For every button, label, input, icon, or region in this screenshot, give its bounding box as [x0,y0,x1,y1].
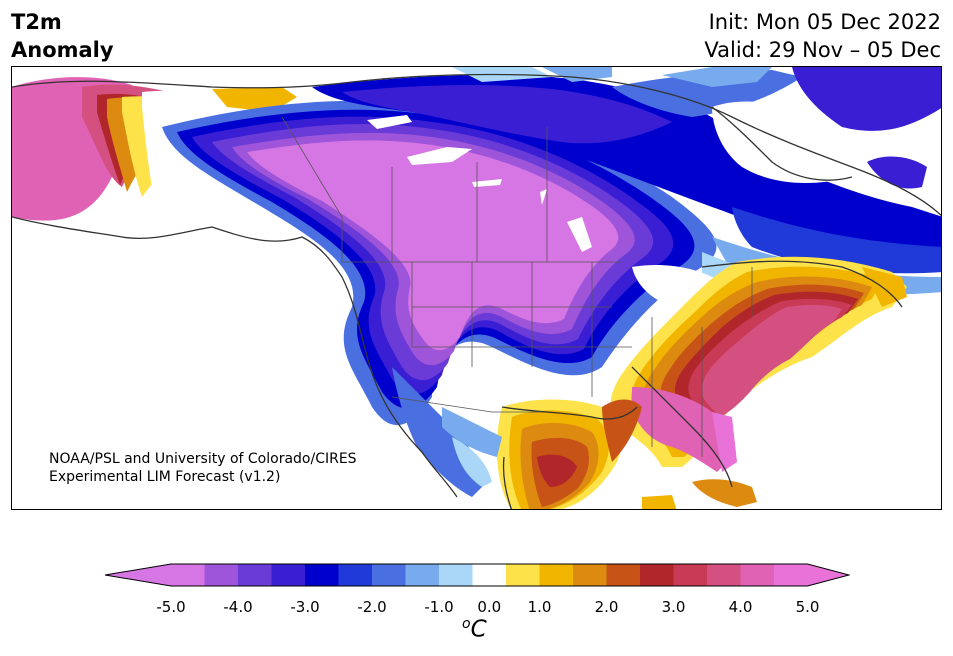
colorbar-segment [573,564,607,586]
coastlines [12,73,941,509]
colorbar-tick-label: -2.0 [357,598,387,616]
colorbar-segment [439,564,473,586]
colorbar-segment [606,564,641,586]
colorbar [104,563,850,587]
colorbar-segment [740,564,775,586]
colorbar-segment [171,564,205,586]
colorbar-tick-label: -5.0 [156,598,186,616]
anomaly-label: Anomaly [11,38,114,62]
colorbar-tick-label: 3.0 [661,598,686,616]
unit-label: oC [462,616,487,643]
colorbar-over-arrow [807,564,849,586]
colorbar-segment [305,564,339,586]
credit-line-1: NOAA/PSL and University of Colorado/CIRE… [49,451,357,467]
colorbar-tick-label: -1.0 [424,598,454,616]
unit-symbol: C [470,616,487,643]
unit-degree-mark: o [462,616,471,632]
colorbar-tick-label: 1.0 [527,598,552,616]
colorbar-outline [104,563,850,587]
variable-name: T2m [11,10,62,34]
colorbar-tick-label: 0.0 [477,598,502,616]
colorbar-segment [338,564,373,586]
colorbar-segment [405,564,440,586]
credit-text: NOAA/PSL and University of Colorado/CIRE… [49,450,357,486]
southern-warm-anomaly [496,399,757,509]
colorbar-tick-label: 5.0 [795,598,820,616]
map-canvas [12,67,941,509]
anomaly-map: NOAA/PSL and University of Colorado/CIRE… [11,66,942,510]
colorbar-segment [539,564,574,586]
map-title: T2m Anomaly [11,8,114,64]
western-cold-anomaly [162,100,717,426]
colorbar-segment [238,564,272,586]
colorbar-tick-label: 4.0 [728,598,753,616]
mexico-cold-anomaly [392,367,502,497]
colorbar-segment [372,564,406,586]
colorbar-under-arrow [105,564,171,586]
colorbar-segment [774,564,808,586]
eastern-warm-anomaly [610,256,907,472]
colorbar-segment [204,564,239,586]
colorbar-tick-label: -3.0 [290,598,320,616]
political-borders [281,116,753,457]
colorbar-tick-label: -4.0 [223,598,253,616]
valid-range: Valid: 29 Nov – 05 Dec [704,38,941,62]
colorbar-segment [640,564,674,586]
colorbar-segment [472,564,507,586]
init-date: Init: Mon 05 Dec 2022 [708,10,941,34]
date-info: Init: Mon 05 Dec 2022 Valid: 29 Nov – 05… [704,8,941,64]
credit-line-2: Experimental LIM Forecast (v1.2) [49,469,281,485]
colorbar-segment [506,564,540,586]
colorbar-segment [271,564,306,586]
colorbar-tick-label: 2.0 [594,598,619,616]
colorbar-segment [707,564,741,586]
colorbar-segment [673,564,708,586]
